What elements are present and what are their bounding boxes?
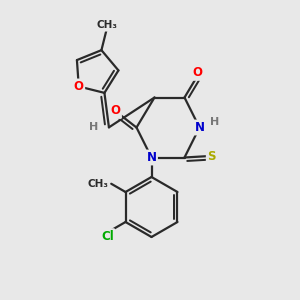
- Text: CH₃: CH₃: [96, 20, 117, 30]
- Text: CH₃: CH₃: [87, 179, 108, 189]
- Text: Cl: Cl: [101, 230, 114, 243]
- Text: O: O: [74, 80, 84, 93]
- Text: N: N: [194, 121, 205, 134]
- Text: S: S: [207, 149, 216, 163]
- Text: H: H: [89, 122, 98, 132]
- Text: N: N: [146, 151, 157, 164]
- Text: O: O: [110, 104, 121, 118]
- Text: O: O: [192, 66, 202, 80]
- Text: H: H: [211, 117, 220, 127]
